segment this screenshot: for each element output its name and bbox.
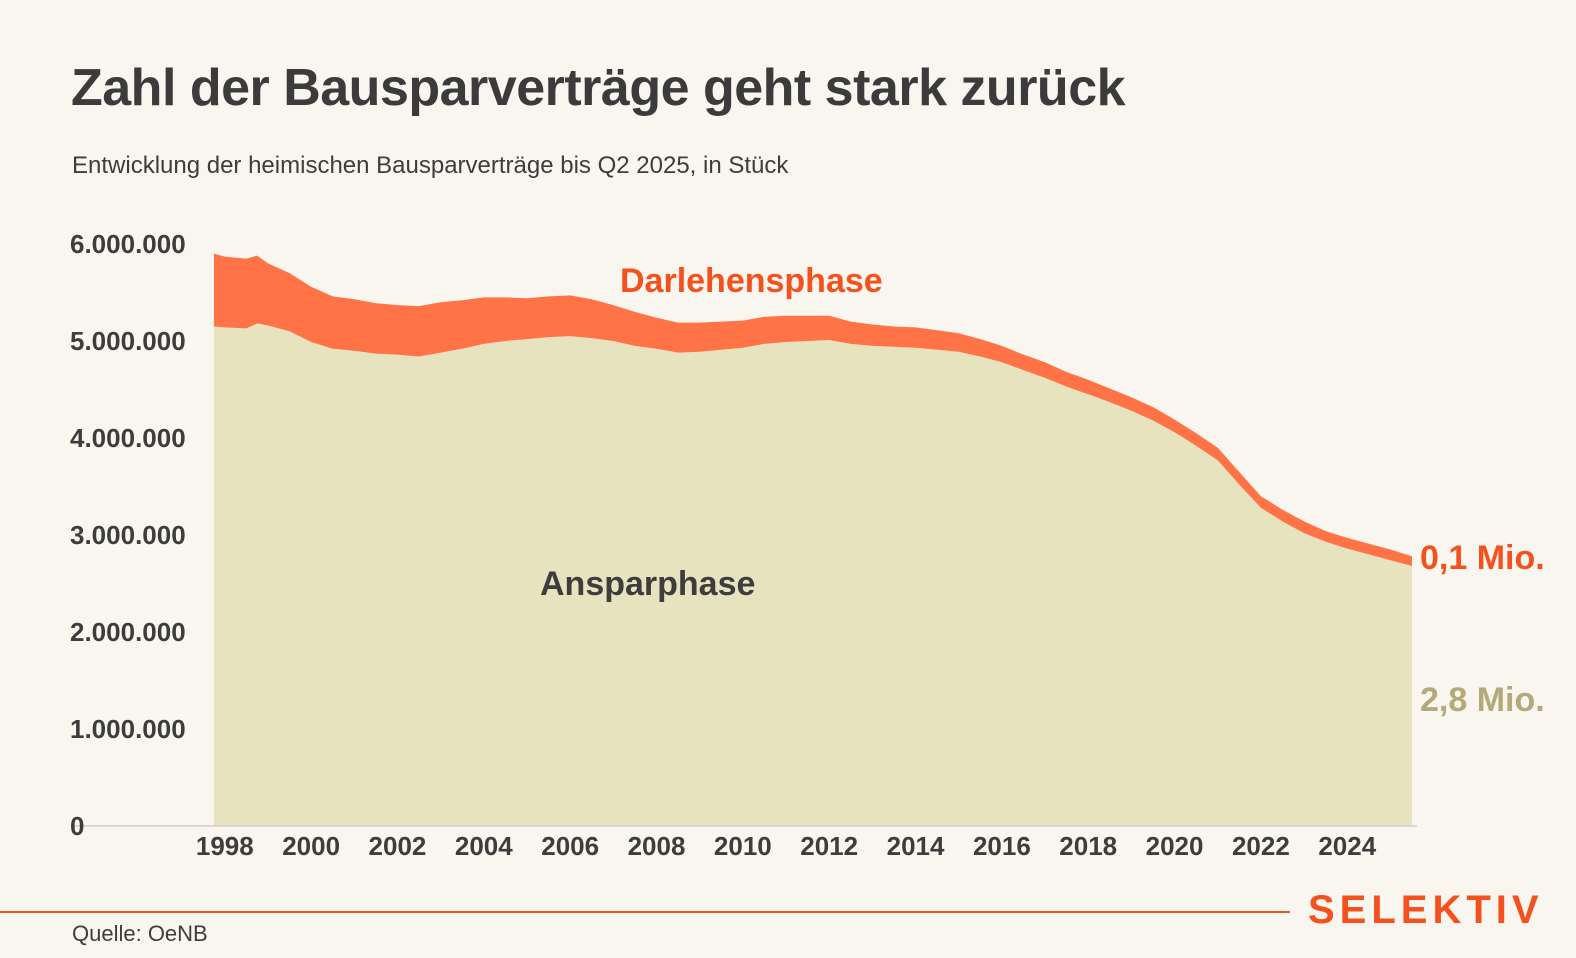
y-tick-label: 2.000.000	[70, 617, 186, 647]
y-tick-label: 1.000.000	[70, 714, 186, 744]
x-tick-label: 2010	[714, 831, 772, 861]
x-tick-label: 2012	[800, 831, 858, 861]
x-tick-label: 2024	[1318, 831, 1376, 861]
series-label-darlehensphase: Darlehensphase	[620, 262, 883, 300]
stacked-area-chart: 0 1.000.000 2.000.000 3.000.000 4.000.000 5.0…	[70, 229, 1545, 861]
series-area-darlehensphase	[214, 253, 1412, 566]
end-label-ansparphase: 2,8 Mio.	[1420, 681, 1545, 719]
end-label-darlehensphase: 0,1 Mio.	[1420, 539, 1545, 577]
y-tick-label: 3.000.000	[70, 520, 186, 550]
x-tick-label: 2022	[1232, 831, 1290, 861]
x-tick-label: 2004	[455, 831, 513, 861]
x-tick-label: 2006	[541, 831, 599, 861]
chart-subtitle: Entwicklung der heimischen Bausparverträ…	[72, 152, 789, 179]
chart-title: Zahl der Bausparverträge geht stark zurü…	[71, 59, 1126, 117]
brand-logo: SELEKTIV	[1308, 888, 1544, 932]
x-tick-label: 2020	[1146, 831, 1204, 861]
y-tick-label: 4.000.000	[70, 423, 186, 453]
x-tick-label: 2014	[887, 831, 945, 861]
x-tick-label: 1998	[196, 831, 254, 861]
x-tick-label: 2000	[282, 831, 340, 861]
y-tick-label: 6.000.000	[70, 229, 186, 259]
y-tick-label: 5.000.000	[70, 326, 186, 356]
x-tick-label: 2018	[1059, 831, 1117, 861]
y-tick-label: 0	[70, 811, 84, 841]
source-note: Quelle: OeNB	[72, 921, 208, 946]
x-tick-label: 2002	[369, 831, 427, 861]
x-tick-label: 2016	[973, 831, 1031, 861]
footer-divider	[0, 911, 1290, 913]
series-area-ansparphase	[214, 323, 1412, 826]
x-tick-label: 2008	[628, 831, 686, 861]
series-label-ansparphase: Ansparphase	[540, 565, 755, 603]
